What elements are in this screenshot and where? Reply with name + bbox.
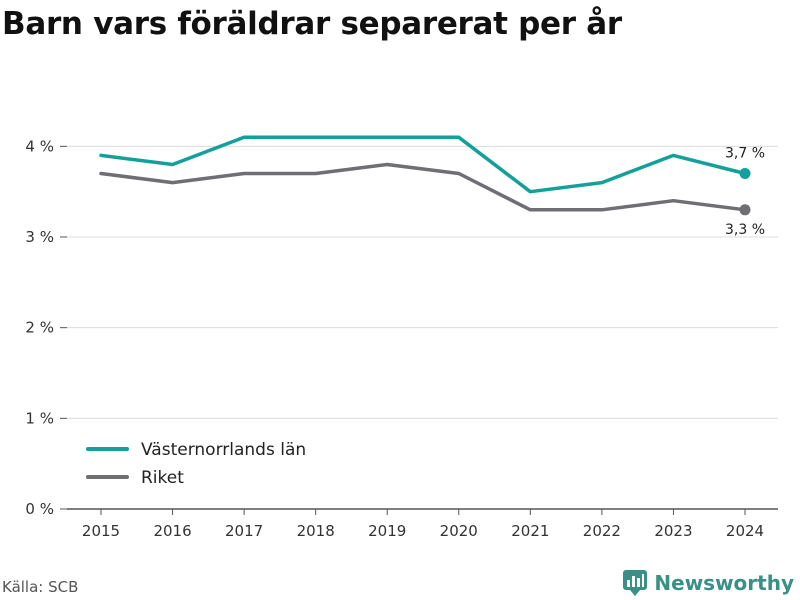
x-axis: 2015 2016 2017 2018 2019 2020 2021 2022 2023 2024 <box>67 508 778 540</box>
y-tick-label: 3 % <box>25 228 54 246</box>
y-tick-label: 1 % <box>25 409 54 427</box>
x-tick-label: 2023 <box>654 522 692 540</box>
legend: Västernorrlands län Riket <box>86 440 306 488</box>
brand-name: Newsworthy <box>654 571 794 595</box>
grid-lines <box>67 145 778 419</box>
y-axis-ticks: 0 % 1 % 2 % 3 % 4 % <box>25 137 67 518</box>
source-note: Källa: SCB <box>2 578 79 596</box>
newsworthy-logo-icon <box>623 570 648 596</box>
legend-label-0: Västernorrlands län <box>141 440 306 460</box>
x-tick-label: 2019 <box>368 522 406 540</box>
x-tick-label: 2024 <box>726 522 764 540</box>
series-line-0 <box>99 135 747 194</box>
x-tick-label: 2021 <box>511 522 549 540</box>
x-tick-label: 2020 <box>440 522 478 540</box>
y-tick-label: 0 % <box>25 500 54 518</box>
x-tick-label: 2016 <box>153 522 191 540</box>
x-tick-label: 2018 <box>297 522 335 540</box>
brand-logo[interactable]: Newsworthy <box>622 569 794 597</box>
x-tick-label: 2015 <box>82 522 120 540</box>
series-end-marker-1 <box>739 204 751 216</box>
y-tick-label: 2 % <box>25 319 54 337</box>
series-end-label-0: 3,7 % <box>725 146 765 162</box>
series-end-label-1: 3,3 % <box>725 222 765 238</box>
x-tick-label: 2017 <box>225 522 263 540</box>
chart-title: Barn vars föräldrar separerat per år <box>2 6 622 42</box>
x-tick-label: 2022 <box>583 522 621 540</box>
series-lines: 3,7 % 3,3 % <box>99 135 765 238</box>
series-end-marker-0 <box>739 168 751 180</box>
series-line-1 <box>99 162 747 212</box>
legend-label-1: Riket <box>141 468 184 488</box>
y-tick-label: 4 % <box>25 137 54 155</box>
